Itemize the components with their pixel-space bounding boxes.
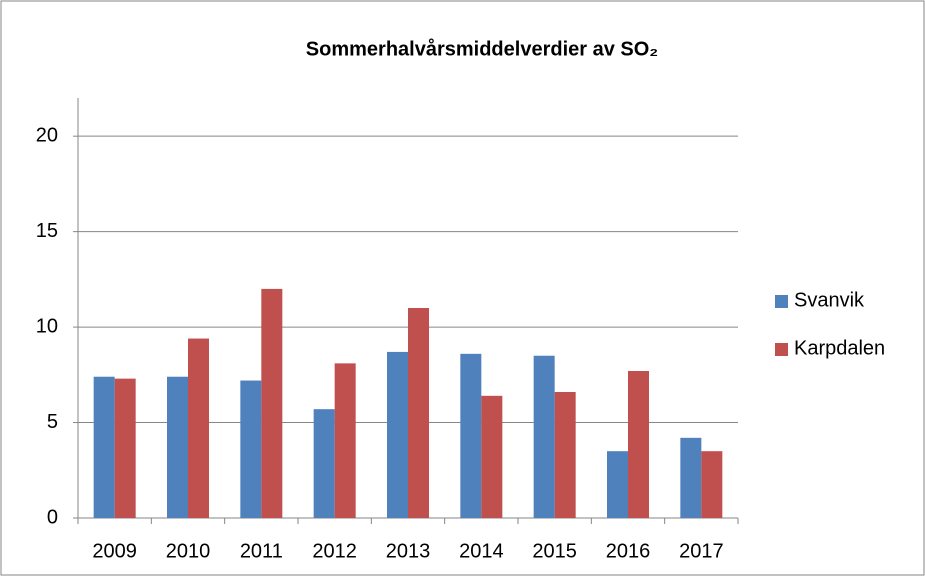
legend-swatch [775, 295, 788, 308]
y-tick-label: 0 [47, 506, 58, 528]
x-tick-label: 2009 [92, 540, 137, 562]
x-tick-label: 2011 [240, 540, 283, 562]
x-tick-label: 2013 [386, 540, 431, 562]
bar [628, 371, 649, 518]
bar [240, 380, 262, 518]
x-tick-label: 2014 [459, 540, 504, 562]
bar [167, 376, 188, 518]
chart-title: Sommerhalvårsmiddelverdier av SO₂ [306, 37, 658, 60]
bar [334, 363, 356, 518]
bar [607, 451, 628, 518]
bar [387, 351, 408, 518]
legend-swatch [775, 343, 788, 356]
legend-label: Karpdalen [794, 337, 885, 359]
bar [93, 376, 115, 518]
bar [408, 308, 429, 518]
legend-label: Svanvik [794, 289, 865, 311]
y-tick-label: 5 [47, 411, 58, 433]
bar [114, 378, 136, 518]
bar [460, 353, 482, 518]
y-tick-label: 20 [36, 124, 58, 146]
bar [188, 338, 209, 518]
bar [701, 451, 723, 518]
bar [554, 392, 576, 518]
bar [533, 355, 555, 518]
bar [680, 437, 702, 518]
y-tick-label: 10 [36, 315, 58, 337]
x-tick-label: 2017 [679, 540, 724, 562]
x-tick-label: 2012 [312, 540, 357, 562]
y-tick-label: 15 [36, 220, 58, 242]
x-tick-label: 2015 [532, 540, 577, 562]
bar [481, 395, 503, 518]
bar [261, 288, 283, 518]
x-tick-label: 2010 [166, 540, 211, 562]
x-tick-label: 2016 [606, 540, 651, 562]
bar [313, 409, 335, 518]
